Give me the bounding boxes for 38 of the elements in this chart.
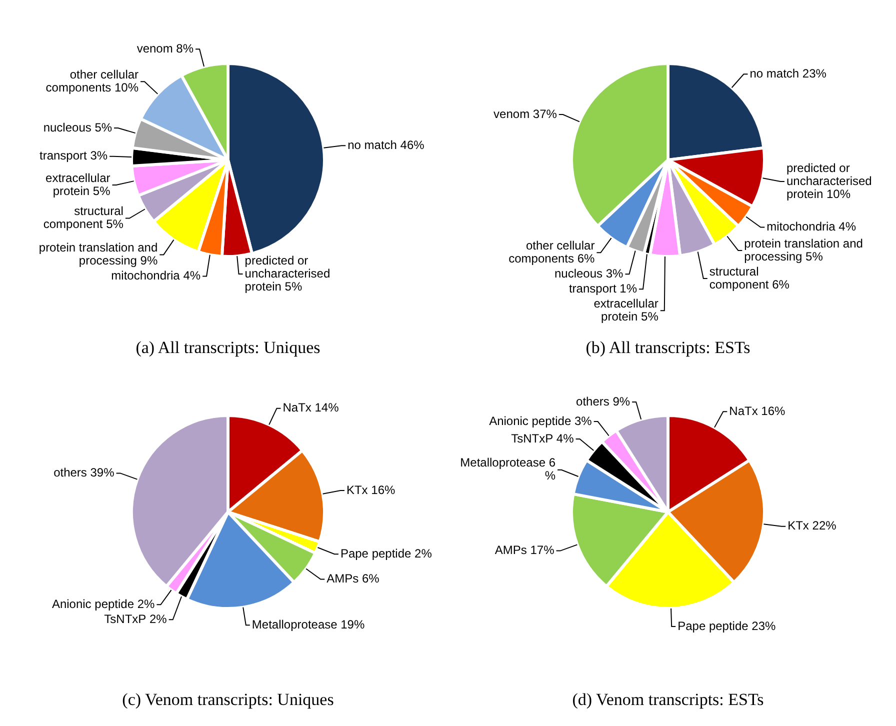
text: (c) Venom transcripts: Uniques [121, 690, 335, 710]
slice-label: KTx 16% [346, 482, 396, 497]
text: (b) All transcripts: ESTs [584, 338, 752, 358]
slice-label: other cellular components 10% [46, 67, 139, 94]
slice-label: nucleous 5% [43, 120, 112, 134]
slice-label: Anionic peptide 2% [52, 596, 156, 611]
slice-label: no match 23% [750, 66, 827, 80]
slice-label: transport 3% [40, 148, 108, 163]
slice-label: extracellular protein 5% [46, 170, 111, 198]
slice-label: Anionic peptide 3% [489, 414, 592, 428]
slice-label: mitochondria 4% [766, 220, 856, 234]
slice-label: no match 46% [348, 138, 425, 152]
slice-label: structural component 6% [709, 264, 790, 292]
slice-label: Metalloprotease 6 % [460, 456, 556, 483]
slice-label: structural component 5% [43, 204, 124, 232]
slice-label: protein translation and processing 5% [744, 236, 863, 264]
slice-label: venom 8% [136, 41, 194, 56]
slice-label: others 39% [54, 466, 115, 480]
slice-label: transport 1% [568, 281, 638, 296]
slice-label: KTx 22% [788, 518, 837, 533]
slice-label: Pape peptide 2% [340, 546, 432, 560]
slice-label: TsNTxP 4% [511, 431, 574, 446]
slice-label: predicted or uncharacterised protein 10% [786, 160, 872, 201]
slice-label: predicted or uncharacterised protein 5% [244, 253, 330, 294]
slice-label: AMPs 6% [326, 572, 380, 586]
slice-label: venom 37% [494, 106, 558, 121]
slice-label: NaTx 16% [729, 404, 786, 418]
slice-label: Pape peptide 23% [678, 618, 776, 633]
slice-label: mitochondria 4% [111, 268, 201, 283]
slice-label: nucleous 3% [554, 266, 624, 280]
slice-label: extracellular protein 5% [594, 296, 659, 324]
slice-label: TsNTxP 2% [104, 612, 168, 626]
slice-label: Metalloprotease 19% [252, 617, 365, 632]
slice-label: AMPs 17% [494, 543, 555, 558]
slice-label: NaTx 14% [282, 400, 340, 415]
text: (d) Venom transcripts: ESTs [571, 690, 765, 710]
slice-label: others 9% [576, 394, 630, 408]
text: (a) All transcripts: Uniques [134, 338, 322, 358]
